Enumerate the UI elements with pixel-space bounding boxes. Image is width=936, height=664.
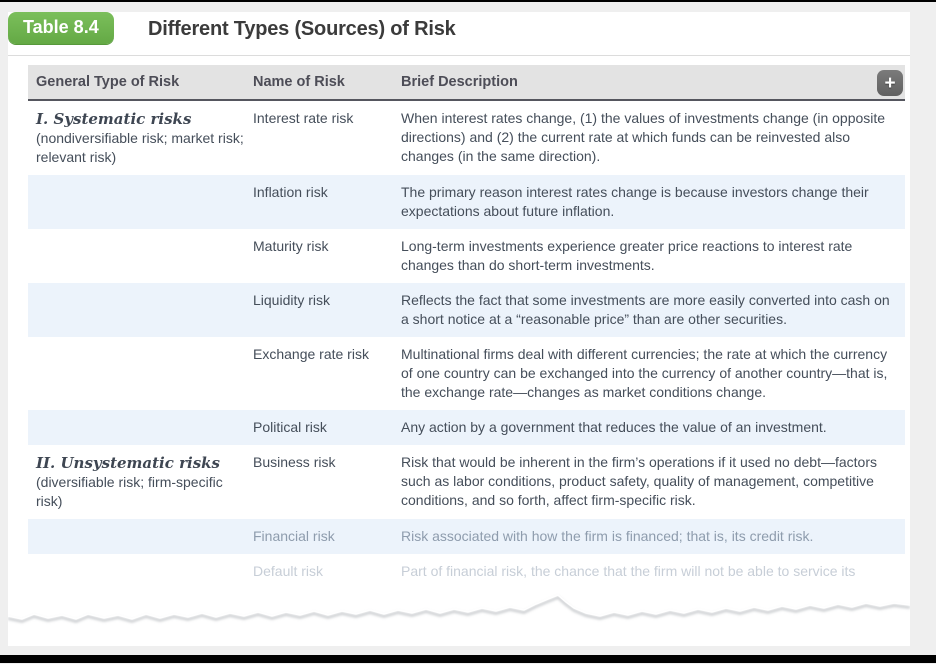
page-title: Different Types (Sources) of Risk xyxy=(148,18,456,40)
table-header-row: General Type of Risk Name of Risk Brief … xyxy=(28,65,905,101)
risk-name: Inflation risk xyxy=(253,184,328,200)
risk-description: Long-term investments experience greater… xyxy=(401,238,853,273)
group-cell xyxy=(28,183,253,221)
title-divider xyxy=(8,55,910,56)
table-number-badge: Table 8.4 xyxy=(8,12,114,44)
risk-description: The primary reason interest rates change… xyxy=(401,184,869,219)
risk-description: Part of financial risk, the chance that … xyxy=(401,563,856,579)
risk-description: Risk that would be inherent in the firm’… xyxy=(401,454,877,508)
table-row: II. Unsystematic risks (diversifiable ri… xyxy=(28,445,905,519)
group-cell xyxy=(28,562,253,581)
risk-description: When interest rates change, (1) the valu… xyxy=(401,110,886,164)
group-cell xyxy=(28,418,253,437)
risk-description: Risk associated with how the firm is fin… xyxy=(401,528,814,544)
risk-name: Political risk xyxy=(253,419,327,435)
table-card: Table 8.4 Different Types (Sources) of R… xyxy=(8,12,910,646)
group-subtext: (diversifiable risk; firm-specific risk) xyxy=(36,474,223,509)
table-row: Political risk Any action by a governmen… xyxy=(28,410,905,445)
torn-paper-edge xyxy=(8,594,910,646)
risk-name: Exchange rate risk xyxy=(253,346,369,362)
risk-name: Liquidity risk xyxy=(253,292,331,308)
group-cell xyxy=(28,527,253,546)
group-subtext: (nondiversifiable risk; market risk; rel… xyxy=(36,130,244,165)
table-row: Maturity risk Long-term investments expe… xyxy=(28,229,905,283)
group-cell xyxy=(28,291,253,329)
table-row: Inflation risk The primary reason intere… xyxy=(28,175,905,229)
frame-bottom-border xyxy=(0,655,936,663)
table-row: Exchange rate risk Multinational firms d… xyxy=(28,337,905,410)
table-row: I. Systematic risks (nondiversifiable ri… xyxy=(28,101,905,175)
table-row: Financial risk Risk associated with how … xyxy=(28,519,905,554)
risk-description: Multinational firms deal with different … xyxy=(401,346,888,400)
group-cell: II. Unsystematic risks (diversifiable ri… xyxy=(28,453,253,511)
header-name-of-risk: Name of Risk xyxy=(253,74,345,90)
group-heading: I. Systematic risks xyxy=(36,110,192,128)
risk-description: Reflects the fact that some investments … xyxy=(401,292,890,327)
risk-name: Business risk xyxy=(253,454,336,470)
risk-name: Maturity risk xyxy=(253,238,329,254)
table-row-torn: Default risk Part of financial risk, the… xyxy=(28,554,905,589)
group-cell xyxy=(28,237,253,275)
risk-name: Default risk xyxy=(253,563,324,579)
header-brief-description: Brief Description xyxy=(401,74,518,90)
header-general-type: General Type of Risk xyxy=(36,74,180,90)
risk-description: Any action by a government that reduces … xyxy=(401,419,827,435)
risk-name: Interest rate risk xyxy=(253,110,354,126)
risk-table: General Type of Risk Name of Risk Brief … xyxy=(28,65,905,589)
frame-top-border xyxy=(0,0,936,2)
table-row: Liquidity risk Reflects the fact that so… xyxy=(28,283,905,337)
group-cell xyxy=(28,345,253,402)
group-cell: I. Systematic risks (nondiversifiable ri… xyxy=(28,109,253,167)
group-heading: II. Unsystematic risks xyxy=(36,454,220,472)
risk-name: Financial risk xyxy=(253,528,335,544)
expand-table-button[interactable]: + xyxy=(877,70,903,96)
